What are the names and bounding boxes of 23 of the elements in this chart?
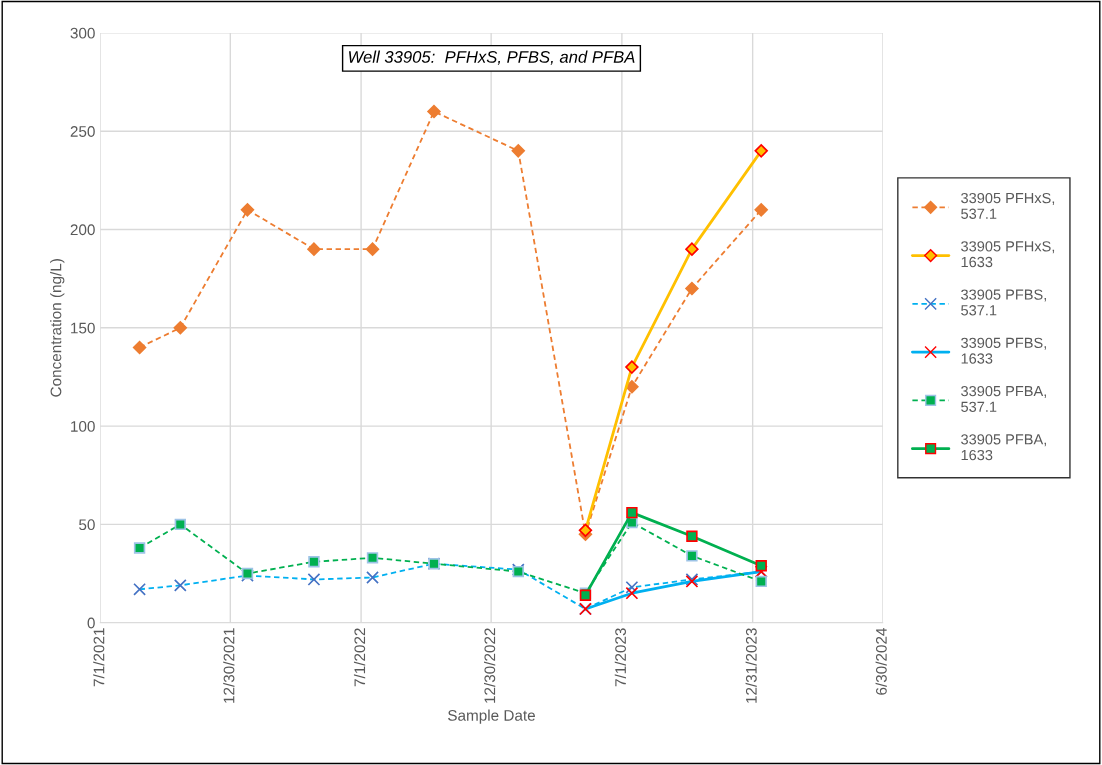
x-tick-label: 7/1/2022: [353, 628, 366, 687]
y-tick-label: 250: [70, 126, 95, 137]
x-tick-label: 12/30/2021: [223, 628, 235, 703]
legend-label: 33905 PFBA, 537.1: [961, 385, 1046, 412]
x-tick-label: 7/1/2023: [614, 628, 626, 687]
x-tick-label: 6/30/2024: [875, 628, 887, 695]
x-axis-title: Sample Date: [448, 709, 535, 724]
text: Well 33905: PFHxS, PFBS, and PFBA: [349, 50, 635, 65]
legend-label: 33905 PFHxS, 1633: [961, 241, 1055, 268]
y-tick-label: 50: [79, 519, 95, 531]
y-tick-label: 300: [70, 27, 95, 39]
legend-label: 33905 PFBS, 1633: [961, 337, 1046, 364]
y-tick-label: 200: [70, 224, 95, 236]
x-tick-label: 7/1/2021: [93, 628, 105, 687]
x-tick-label: 12/31/2023: [745, 628, 757, 703]
legend-label: 33905 PFBS, 537.1: [961, 289, 1046, 316]
y-tick-label: 100: [71, 420, 95, 432]
legend-label: 33905 PFBA, 1633: [961, 434, 1046, 461]
y-axis-title: Concentration (ng/L): [50, 259, 65, 397]
legend-label: 33905 PFHxS, 537.1: [961, 192, 1055, 219]
y-tick-label: 150: [71, 322, 95, 334]
x-tick-label: 12/30/2022: [484, 628, 496, 703]
y-tick-label: 0: [87, 617, 95, 629]
